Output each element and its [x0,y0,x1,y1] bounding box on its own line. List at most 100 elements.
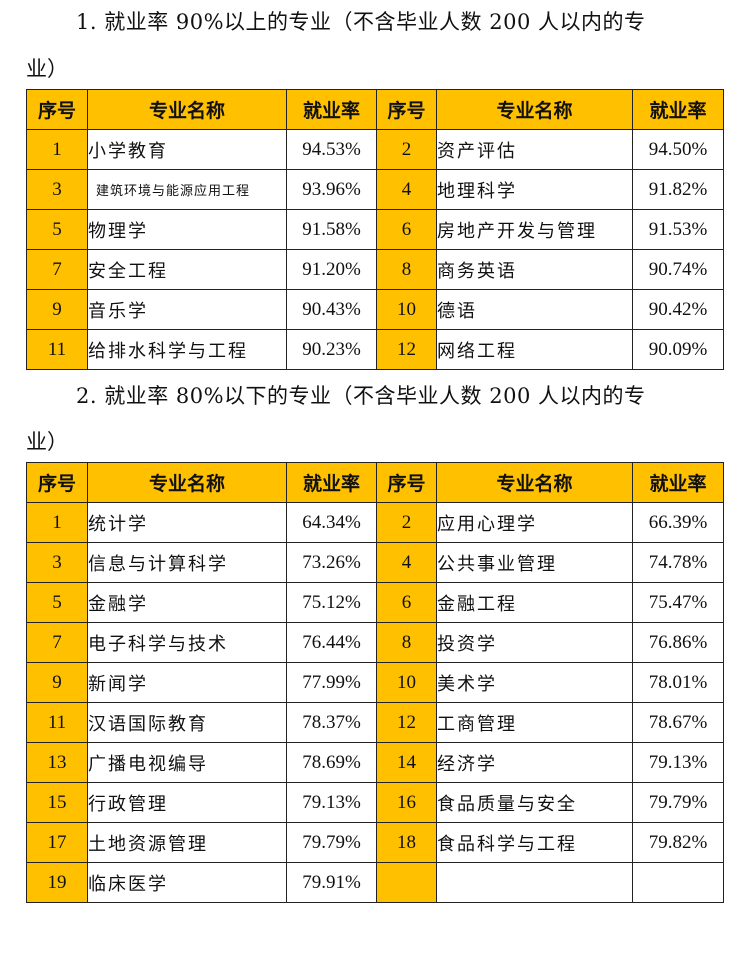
major-name-cell: 金融学 [87,582,287,623]
seq-cell: 14 [376,742,437,783]
rate-cell: 93.96% [286,169,377,210]
header-employment-rate: 就业率 [632,89,724,130]
major-name-cell: 经济学 [436,742,633,783]
header-employment-rate: 就业率 [286,462,377,503]
rate-cell: 90.74% [632,249,724,290]
header-employment-rate: 就业率 [286,89,377,130]
rate-cell: 79.82% [632,822,724,863]
table-row: 9 音乐学 90.43% 10 德语 90.42% [26,289,724,330]
major-name-cell: 建筑环境与能源应用工程 [87,169,287,210]
table-row: 3 信息与计算科学 73.26% 4 公共事业管理 74.78% [26,542,724,583]
rate-cell: 73.26% [286,542,377,583]
seq-cell: 12 [376,702,437,743]
rate-cell: 78.69% [286,742,377,783]
seq-cell: 2 [376,129,437,170]
major-name-cell: 美术学 [436,662,633,703]
seq-cell [376,862,437,903]
table-row: 17 土地资源管理 79.79% 18 食品科学与工程 79.82% [26,822,724,863]
rate-cell: 79.13% [632,742,724,783]
table-row: 7 安全工程 91.20% 8 商务英语 90.74% [26,249,724,290]
rate-cell: 76.44% [286,622,377,663]
header-major-name: 专业名称 [436,462,633,503]
major-name-cell: 地理科学 [436,169,633,210]
table-row: 7 电子科学与技术 76.44% 8 投资学 76.86% [26,622,724,663]
table-row: 3 建筑环境与能源应用工程 93.96% 4 地理科学 91.82% [26,169,724,210]
seq-cell: 1 [26,129,88,170]
major-name-cell: 房地产开发与管理 [436,209,633,250]
header-major-name: 专业名称 [87,462,287,503]
seq-cell: 3 [26,542,88,583]
header-seq: 序号 [376,462,437,503]
header-major-name: 专业名称 [87,89,287,130]
major-name-cell: 商务英语 [436,249,633,290]
seq-cell: 10 [376,289,437,330]
major-name-cell: 广播电视编导 [87,742,287,783]
rate-cell: 79.79% [632,782,724,823]
seq-cell: 5 [26,582,88,623]
seq-cell: 13 [26,742,88,783]
seq-cell: 16 [376,782,437,823]
major-name-cell: 给排水科学与工程 [87,329,287,370]
major-name-cell: 资产评估 [436,129,633,170]
seq-cell: 7 [26,249,88,290]
table-row: 13 广播电视编导 78.69% 14 经济学 79.13% [26,742,724,783]
seq-cell: 11 [26,329,88,370]
low-employment-table: 序号 专业名称 就业率 序号 专业名称 就业率 1 统计学 64.34% 2 应… [26,462,724,903]
major-name-cell: 工商管理 [436,702,633,743]
table-row: 11 汉语国际教育 78.37% 12 工商管理 78.67% [26,702,724,743]
seq-cell: 5 [26,209,88,250]
seq-cell: 15 [26,782,88,823]
seq-cell: 19 [26,862,88,903]
major-name-cell: 土地资源管理 [87,822,287,863]
header-seq: 序号 [26,462,88,503]
section1-title: 1. 就业率 90%以上的专业（不含毕业人数 200 人以内的专 [76,10,646,34]
major-name-cell: 新闻学 [87,662,287,703]
major-name-cell: 行政管理 [87,782,287,823]
rate-cell: 78.01% [632,662,724,703]
seq-cell: 12 [376,329,437,370]
table-header-row: 序号 专业名称 就业率 序号 专业名称 就业率 [26,89,724,130]
header-seq: 序号 [376,89,437,130]
seq-cell: 9 [26,289,88,330]
rate-cell: 78.37% [286,702,377,743]
major-name-cell: 食品科学与工程 [436,822,633,863]
major-name-cell [436,862,633,903]
rate-cell: 74.78% [632,542,724,583]
rate-cell: 78.67% [632,702,724,743]
table-row: 5 金融学 75.12% 6 金融工程 75.47% [26,582,724,623]
seq-cell: 8 [376,249,437,290]
rate-cell: 91.53% [632,209,724,250]
major-name-cell: 物理学 [87,209,287,250]
major-name-cell: 音乐学 [87,289,287,330]
table-row: 1 小学教育 94.53% 2 资产评估 94.50% [26,129,724,170]
major-name-cell: 投资学 [436,622,633,663]
table-row: 19 临床医学 79.91% [26,862,724,903]
high-employment-table: 序号 专业名称 就业率 序号 专业名称 就业率 1 小学教育 94.53% 2 … [26,89,724,370]
rate-cell: 75.12% [286,582,377,623]
major-name-cell: 网络工程 [436,329,633,370]
major-name-cell: 应用心理学 [436,502,633,543]
rate-cell [632,862,724,903]
major-name-cell: 金融工程 [436,582,633,623]
seq-cell: 1 [26,502,88,543]
seq-cell: 18 [376,822,437,863]
section2-title: 2. 就业率 80%以下的专业（不含毕业人数 200 人以内的专 [76,384,646,408]
table-row: 5 物理学 91.58% 6 房地产开发与管理 91.53% [26,209,724,250]
rate-cell: 90.42% [632,289,724,330]
rate-cell: 79.91% [286,862,377,903]
major-name-cell: 小学教育 [87,129,287,170]
seq-cell: 17 [26,822,88,863]
seq-cell: 11 [26,702,88,743]
seq-cell: 6 [376,209,437,250]
rate-cell: 90.23% [286,329,377,370]
rate-cell: 91.20% [286,249,377,290]
table-row: 1 统计学 64.34% 2 应用心理学 66.39% [26,502,724,543]
rate-cell: 94.50% [632,129,724,170]
seq-cell: 10 [376,662,437,703]
rate-cell: 90.43% [286,289,377,330]
major-name-cell: 食品质量与安全 [436,782,633,823]
seq-cell: 4 [376,169,437,210]
major-name-cell: 统计学 [87,502,287,543]
table-row: 11 给排水科学与工程 90.23% 12 网络工程 90.09% [26,329,724,370]
rate-cell: 91.58% [286,209,377,250]
